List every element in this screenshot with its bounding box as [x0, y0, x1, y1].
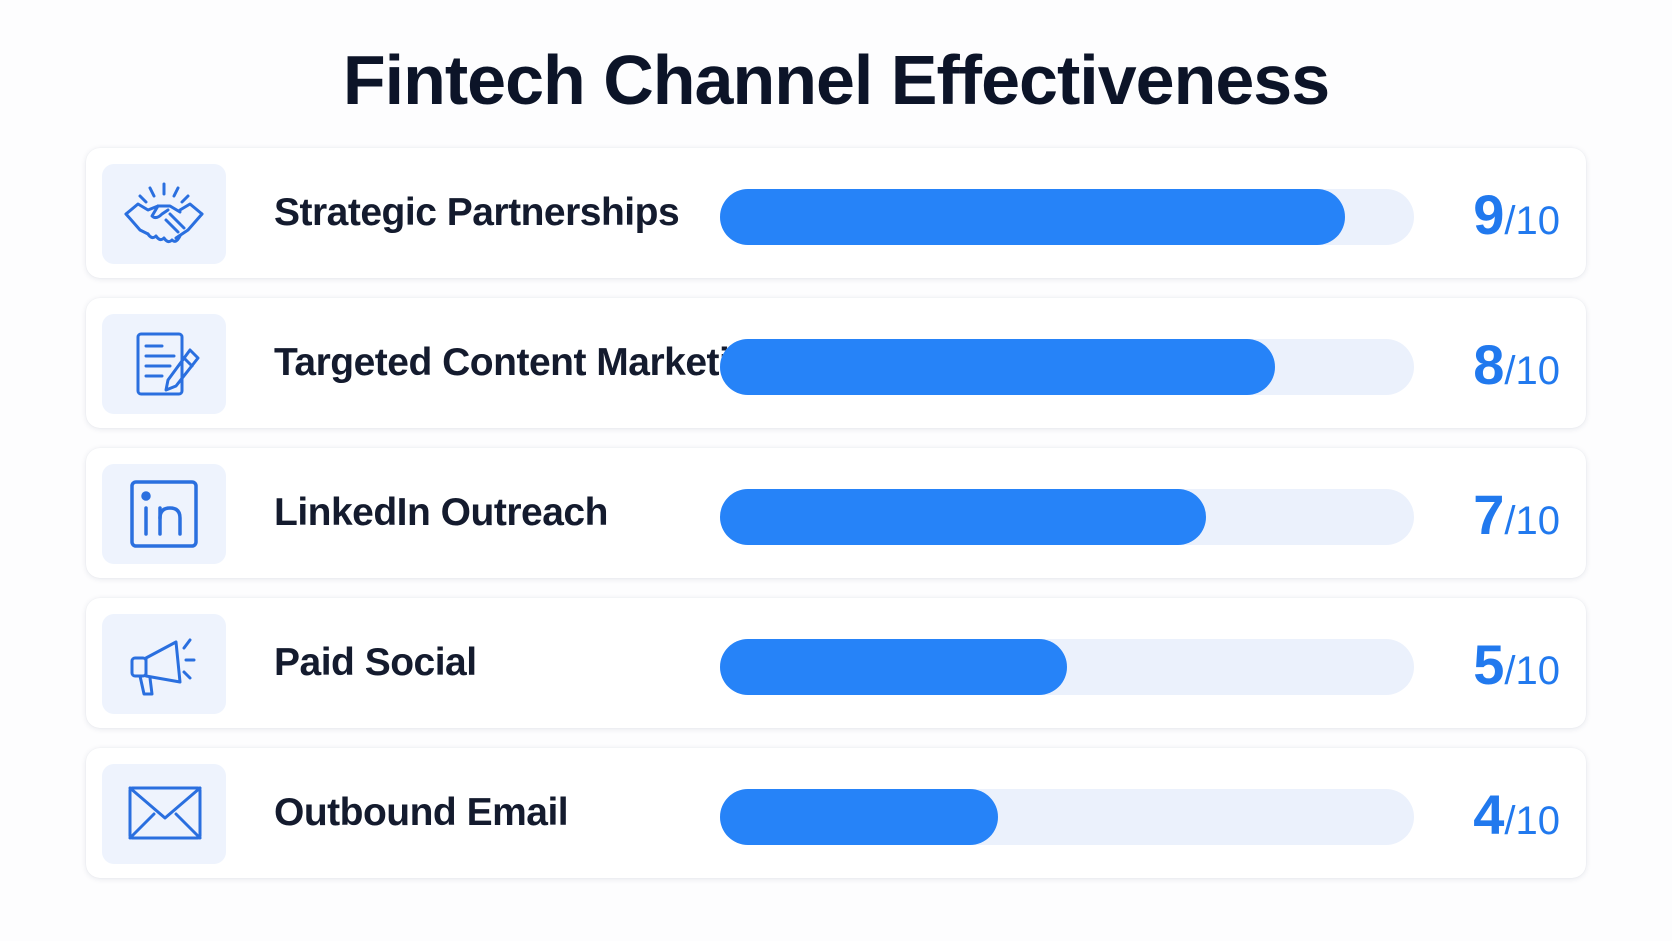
channel-row: Outbound Email 4/10 — [86, 748, 1586, 878]
score-max: 10 — [1515, 349, 1561, 393]
score-max: 10 — [1515, 499, 1561, 543]
score-separator: / — [1504, 799, 1516, 843]
channel-row: Targeted Content Marketing 8/10 — [86, 298, 1586, 428]
envelope-icon — [102, 764, 226, 864]
linkedin-icon — [102, 464, 226, 564]
category-label: Paid Social — [274, 641, 477, 684]
score-value: 4 — [1473, 783, 1505, 846]
score-value: 5 — [1473, 633, 1505, 696]
score-label: 4/10 — [1473, 748, 1560, 878]
bar-track — [720, 789, 1414, 845]
score-max: 10 — [1515, 799, 1561, 843]
channel-row: Paid Social 5/10 — [86, 598, 1586, 728]
category-label: Strategic Partnerships — [274, 191, 680, 234]
category-label: Targeted Content Marketing — [274, 341, 776, 384]
score-value: 9 — [1473, 183, 1505, 246]
category-label: LinkedIn Outreach — [274, 491, 608, 534]
score-separator: / — [1504, 199, 1516, 243]
megaphone-icon — [102, 614, 226, 714]
score-label: 7/10 — [1473, 448, 1560, 578]
bar-track — [720, 189, 1414, 245]
channel-row: Strategic Partnerships 9/10 — [86, 148, 1586, 278]
score-separator: / — [1504, 649, 1516, 693]
chart-title: Fintech Channel Effectiveness — [342, 41, 1330, 119]
bar-track — [720, 339, 1414, 395]
category-label: Outbound Email — [274, 791, 569, 834]
bar — [720, 339, 1276, 395]
handshake-icon — [102, 164, 226, 264]
score-label: 8/10 — [1473, 298, 1560, 428]
document-pen-icon — [102, 314, 226, 414]
score-label: 5/10 — [1473, 598, 1560, 728]
bar-track — [720, 489, 1414, 545]
score-separator: / — [1504, 349, 1516, 393]
score-value: 8 — [1473, 333, 1505, 396]
bar — [720, 489, 1206, 545]
score-max: 10 — [1515, 199, 1561, 243]
score-max: 10 — [1515, 649, 1561, 693]
bar — [720, 189, 1345, 245]
score-label: 9/10 — [1473, 148, 1560, 278]
score-value: 7 — [1473, 483, 1505, 546]
bar-chart: Strategic Partnerships 9/10 Targeted Con… — [86, 148, 1586, 898]
bar — [720, 789, 998, 845]
bar-track — [720, 639, 1414, 695]
score-separator: / — [1504, 499, 1516, 543]
bar — [720, 639, 1067, 695]
channel-row: LinkedIn Outreach 7/10 — [86, 448, 1586, 578]
